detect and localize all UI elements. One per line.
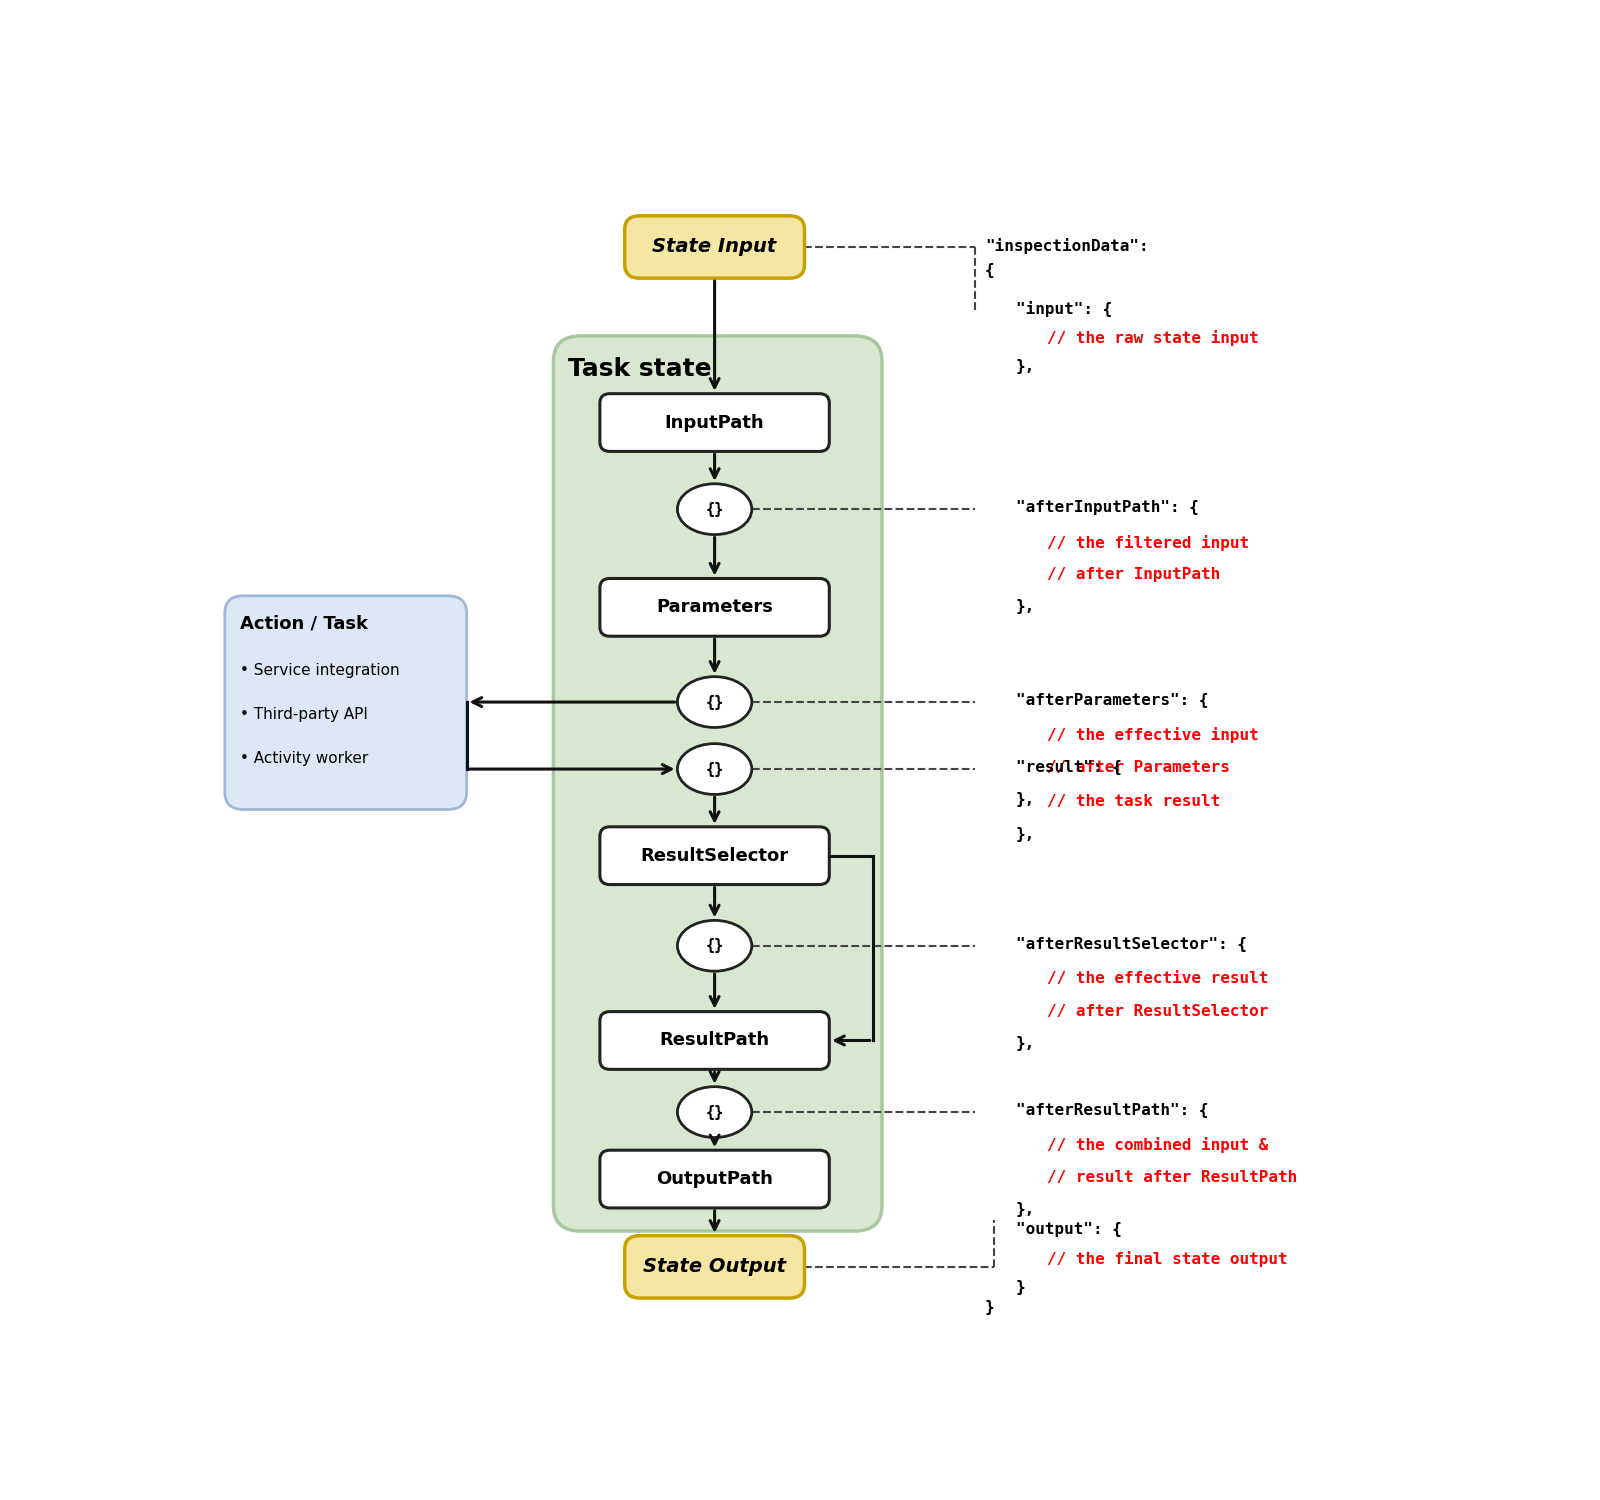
Text: InputPath: InputPath	[664, 414, 765, 432]
Text: ResultPath: ResultPath	[659, 1032, 770, 1050]
Text: // the task result: // the task result	[1046, 795, 1221, 810]
FancyBboxPatch shape	[600, 827, 829, 885]
Text: // the effective input: // the effective input	[1046, 728, 1259, 744]
Text: "output": {: "output": {	[1016, 1222, 1122, 1238]
Text: // after Parameters: // after Parameters	[1046, 760, 1230, 776]
Text: // after ResultSelector: // after ResultSelector	[1046, 1004, 1269, 1019]
Ellipse shape	[677, 1086, 752, 1137]
Text: {}: {}	[706, 762, 723, 777]
Text: "input": {: "input": {	[1016, 302, 1112, 318]
Text: },: },	[1016, 1036, 1035, 1052]
Text: • Service integration: • Service integration	[240, 663, 400, 678]
Text: },: },	[1016, 600, 1035, 615]
Text: }: }	[1016, 1280, 1026, 1294]
Text: {}: {}	[706, 501, 723, 516]
Text: "afterResultSelector": {: "afterResultSelector": {	[1016, 936, 1246, 951]
Text: • Third-party API: • Third-party API	[240, 706, 368, 722]
Text: OutputPath: OutputPath	[656, 1170, 773, 1188]
Ellipse shape	[677, 921, 752, 970]
Text: {}: {}	[706, 1104, 723, 1119]
Text: Task state: Task state	[568, 357, 712, 381]
FancyBboxPatch shape	[624, 216, 805, 278]
FancyBboxPatch shape	[600, 579, 829, 636]
Text: • Activity worker: • Activity worker	[240, 750, 368, 765]
Text: // the combined input &: // the combined input &	[1046, 1137, 1269, 1154]
FancyBboxPatch shape	[600, 393, 829, 452]
Text: // result after ResultPath: // result after ResultPath	[1046, 1170, 1298, 1185]
Text: // the final state output: // the final state output	[1046, 1251, 1288, 1266]
Text: },: },	[1016, 1202, 1035, 1216]
Text: Action / Task: Action / Task	[240, 615, 368, 633]
Text: Parameters: Parameters	[656, 598, 773, 616]
FancyBboxPatch shape	[224, 596, 467, 810]
Text: {}: {}	[706, 694, 723, 709]
Text: },: },	[1016, 358, 1035, 374]
Text: },: },	[1016, 792, 1035, 807]
Text: }: }	[986, 1300, 995, 1316]
Text: // after InputPath: // after InputPath	[1046, 567, 1221, 582]
Text: // the filtered input: // the filtered input	[1046, 534, 1250, 550]
Text: {}: {}	[706, 939, 723, 954]
Ellipse shape	[677, 744, 752, 795]
FancyBboxPatch shape	[600, 1011, 829, 1070]
FancyBboxPatch shape	[600, 1150, 829, 1208]
Text: // the raw state input: // the raw state input	[1046, 330, 1259, 346]
Text: "inspectionData":: "inspectionData":	[986, 237, 1149, 254]
Ellipse shape	[677, 676, 752, 728]
Ellipse shape	[677, 484, 752, 534]
Text: {: {	[986, 262, 995, 278]
Text: "afterParameters": {: "afterParameters": {	[1016, 693, 1208, 708]
Text: "afterResultPath": {: "afterResultPath": {	[1016, 1102, 1208, 1118]
FancyBboxPatch shape	[624, 1236, 805, 1298]
Text: ResultSelector: ResultSelector	[640, 846, 789, 864]
Text: },: },	[1016, 827, 1035, 842]
Text: "result": {: "result": {	[1016, 760, 1122, 776]
Text: "afterInputPath": {: "afterInputPath": {	[1016, 500, 1198, 514]
FancyBboxPatch shape	[554, 336, 882, 1232]
Text: State Input: State Input	[653, 237, 776, 256]
Text: State Output: State Output	[643, 1257, 786, 1276]
Text: // the effective result: // the effective result	[1046, 970, 1269, 986]
